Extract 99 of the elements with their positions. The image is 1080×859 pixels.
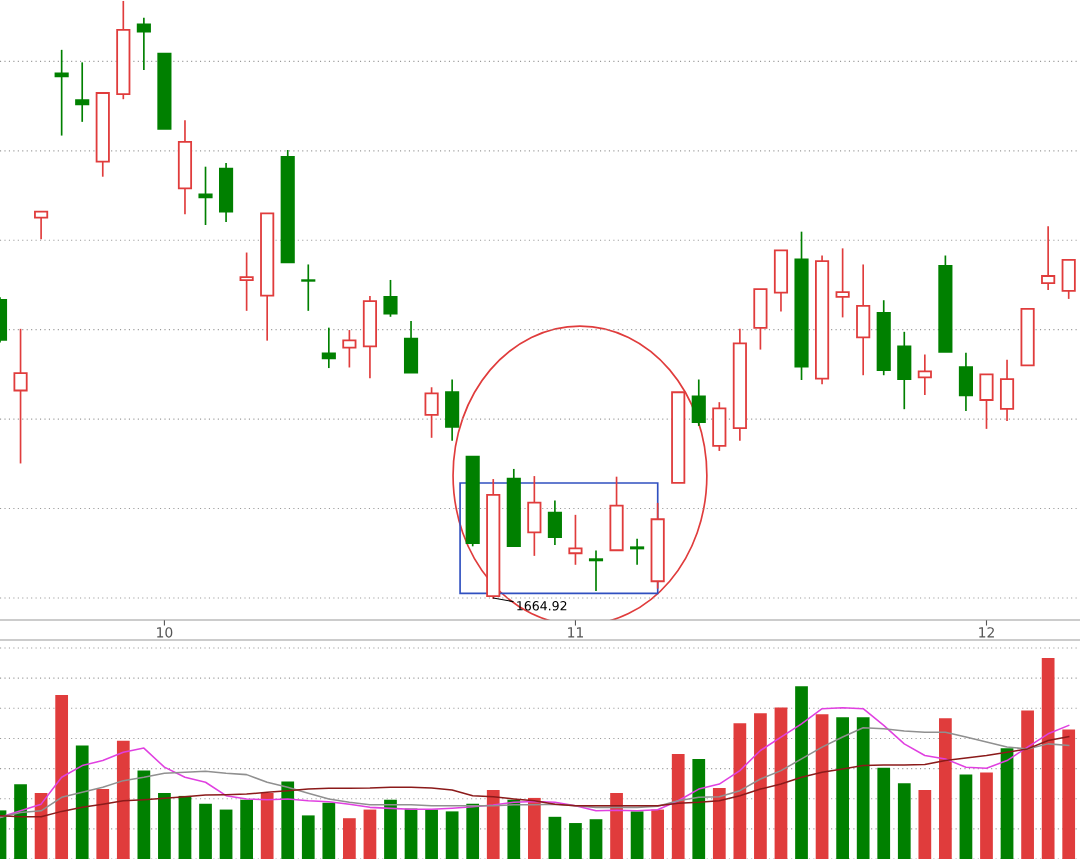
- bar: [1041, 658, 1055, 859]
- bar: [158, 792, 171, 859]
- bar: [815, 714, 829, 859]
- candlestick: [445, 379, 460, 441]
- candlestick: [506, 468, 521, 547]
- bar: [445, 811, 459, 859]
- bar: [692, 758, 706, 859]
- candlestick: [116, 0, 131, 100]
- candlestick: [527, 476, 542, 556]
- candlestick: [876, 300, 891, 376]
- bar: [1021, 710, 1034, 859]
- bar: [343, 818, 356, 859]
- x-tick-label: 10: [157, 627, 173, 638]
- bar: [404, 808, 418, 859]
- bar: [527, 797, 541, 859]
- candlestick: [773, 249, 789, 312]
- candlestick: [136, 17, 151, 70]
- candlestick: [671, 391, 686, 484]
- bar: [959, 774, 973, 859]
- candlestick: [13, 328, 28, 464]
- bar: [96, 789, 110, 859]
- bar: [630, 811, 644, 859]
- bar: [836, 717, 849, 859]
- candlestick: [917, 354, 932, 395]
- candlestick: [403, 321, 419, 374]
- candlestick: [815, 255, 830, 385]
- bar: [939, 718, 952, 859]
- candlestick: [732, 328, 747, 441]
- bar: [425, 809, 438, 859]
- candlestick: [835, 248, 850, 318]
- bar: [651, 809, 665, 859]
- bar: [260, 792, 274, 859]
- bar: [795, 686, 808, 859]
- bar: [980, 772, 993, 859]
- bar: [486, 790, 500, 859]
- bar: [466, 803, 480, 859]
- candlestick: [301, 264, 316, 311]
- candlestick: [177, 120, 193, 215]
- candlestick: [588, 550, 604, 592]
- bar: [856, 717, 870, 859]
- bar: [219, 809, 233, 859]
- candlestick: [979, 373, 994, 429]
- candlestick: [280, 149, 295, 264]
- bar: [754, 713, 767, 859]
- bar: [918, 790, 932, 859]
- x-tick-label: 11: [568, 627, 584, 638]
- bar: [199, 803, 212, 859]
- candlestick: [198, 166, 213, 225]
- candlestick: [753, 288, 768, 350]
- bar: [178, 795, 192, 859]
- candlestick: [547, 500, 562, 546]
- bar: [55, 695, 69, 859]
- bar: [548, 816, 562, 859]
- candlestick: [712, 402, 727, 451]
- bar: [75, 745, 89, 859]
- candlestick: [1020, 307, 1035, 367]
- x-tick-label: 12: [979, 627, 994, 638]
- bar: [384, 799, 397, 859]
- candlestick: [630, 538, 645, 565]
- bar: [733, 723, 747, 859]
- bar: [301, 815, 315, 859]
- candlestick: [362, 296, 378, 379]
- text: 1664.92: [517, 601, 567, 611]
- candlestick: [1061, 259, 1076, 299]
- candlestick: [691, 379, 706, 426]
- candlestick: [239, 252, 254, 311]
- candlestick: [54, 49, 69, 136]
- bar: [116, 740, 130, 859]
- bar: [240, 799, 253, 859]
- bar: [897, 783, 911, 859]
- candlestick: [218, 163, 234, 223]
- bar: [1000, 748, 1014, 859]
- bar: [589, 819, 603, 859]
- candlestick: [260, 212, 275, 341]
- bar: [14, 784, 27, 859]
- candlestick: [1041, 226, 1056, 290]
- bar: [322, 802, 336, 859]
- bar: [610, 792, 623, 859]
- bar: [671, 754, 685, 859]
- bar: [137, 770, 151, 859]
- bar: [1062, 729, 1076, 859]
- candlestick: [95, 92, 110, 177]
- bar: [712, 788, 726, 859]
- bar: [507, 799, 521, 859]
- candlestick: [856, 264, 871, 376]
- bar: [569, 823, 582, 859]
- candlestick: [897, 331, 912, 410]
- candlestick: [157, 52, 172, 130]
- bar: [281, 781, 295, 859]
- bar: [363, 809, 377, 859]
- candlestick: [34, 210, 49, 240]
- candlestick: [465, 455, 480, 547]
- candlestick: [999, 359, 1015, 422]
- bar: [774, 707, 788, 859]
- candlestick: [321, 327, 336, 369]
- candlestick: [958, 352, 974, 411]
- bar: [877, 767, 891, 859]
- candlestick: [75, 62, 90, 122]
- candlestick: [609, 476, 624, 552]
